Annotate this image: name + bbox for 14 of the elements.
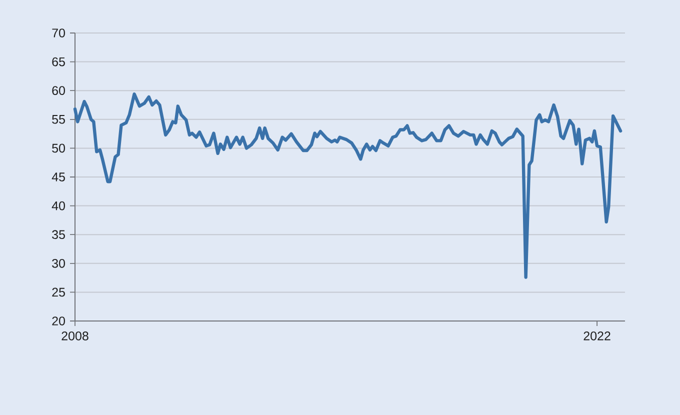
y-tick-label: 40 [52,201,65,210]
y-tick-label: 30 [52,258,65,268]
y-tick-label: 50 [52,144,65,153]
x-tick-label: 2008 [62,332,88,340]
line-series [73,92,622,279]
y-tick-label: 25 [52,288,65,297]
x-tick-label: 2022 [584,332,610,340]
y-tick-label: 60 [52,86,65,96]
y-tick-label: 70 [52,28,65,38]
y-tick-label: 35 [52,230,65,240]
y-tick-label: 20 [52,316,65,326]
y-tick-label: 55 [52,115,65,124]
y-tick-label: 45 [52,172,65,182]
y-tick-label: 65 [52,57,65,66]
